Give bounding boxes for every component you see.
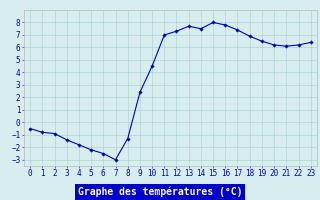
Text: Graphe des températures (°C): Graphe des températures (°C) (78, 187, 242, 197)
Text: Graphe des températures (°C): Graphe des températures (°C) (78, 184, 242, 195)
